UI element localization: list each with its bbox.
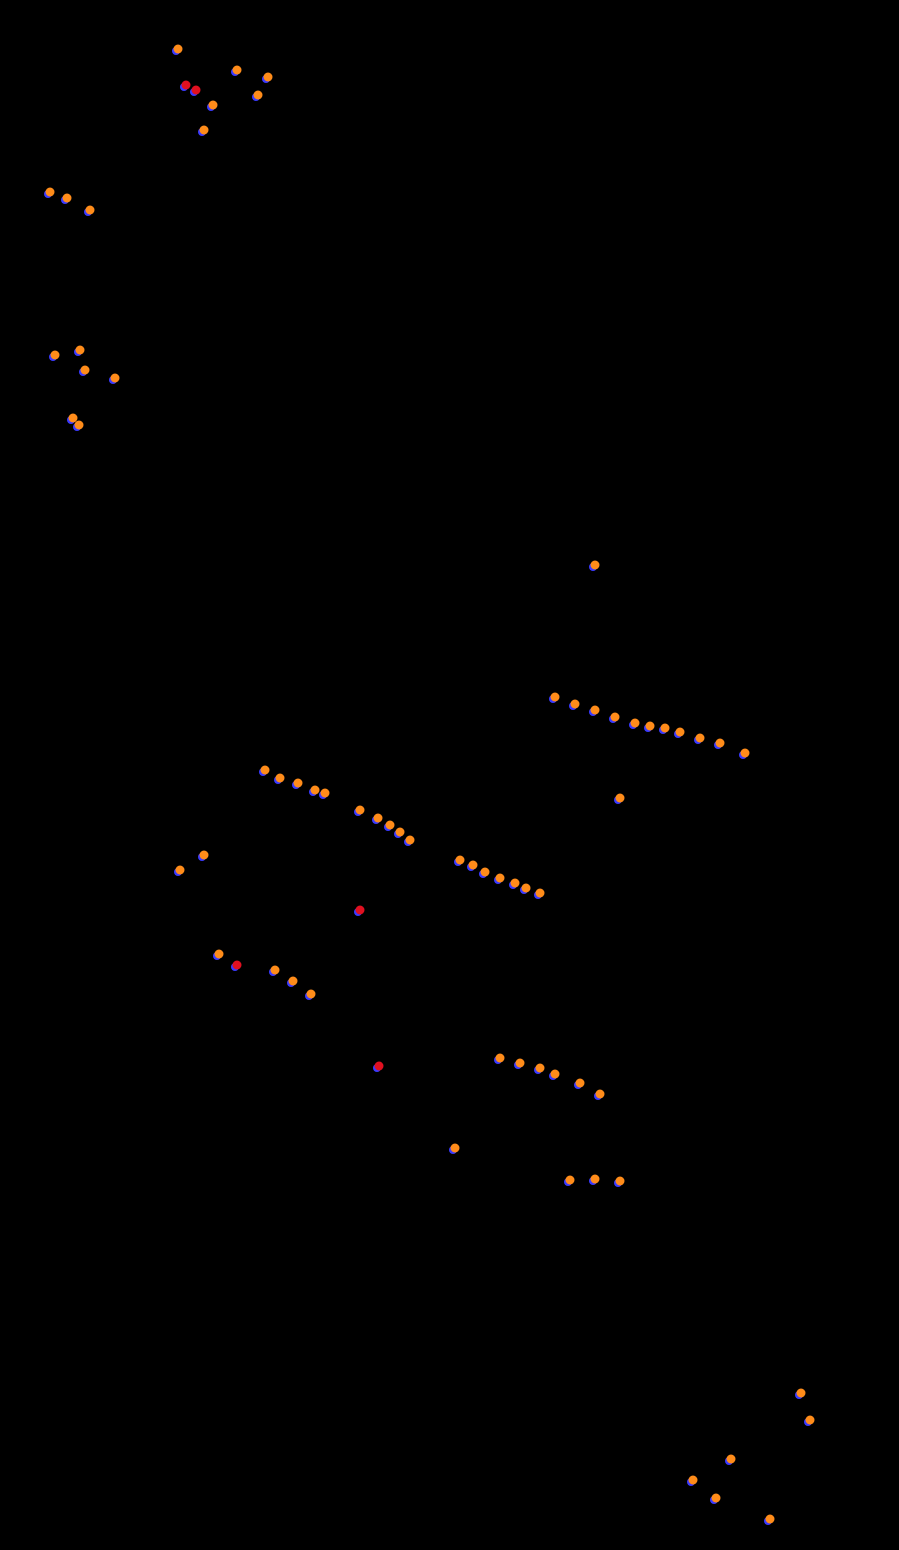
- scatter-point: [69, 414, 78, 423]
- scatter-point: [311, 786, 320, 795]
- scatter-point: [551, 693, 560, 702]
- scatter-point: [676, 728, 685, 737]
- scatter-point: [616, 794, 625, 803]
- scatter-point: [551, 1070, 560, 1079]
- scatter-point: [289, 977, 298, 986]
- scatter-point: [46, 188, 55, 197]
- scatter-point: [712, 1494, 721, 1503]
- scatter-point: [307, 990, 316, 999]
- scatter-point: [766, 1515, 775, 1524]
- scatter-point: [176, 866, 185, 875]
- scatter-point: [646, 722, 655, 731]
- scatter-point: [276, 774, 285, 783]
- scatter-point: [261, 766, 270, 775]
- scatter-point: [591, 1175, 600, 1184]
- scatter-point: [571, 700, 580, 709]
- scatter-point: [451, 1144, 460, 1153]
- scatter-point: [591, 561, 600, 570]
- scatter-point: [696, 734, 705, 743]
- scatter-point: [76, 346, 85, 355]
- scatter-point: [233, 961, 242, 970]
- scatter-point: [596, 1090, 605, 1099]
- scatter-point: [591, 706, 600, 715]
- scatter-point: [271, 966, 280, 975]
- scatter-point: [81, 366, 90, 375]
- scatter-point: [406, 836, 415, 845]
- scatter-point: [522, 884, 531, 893]
- scatter-point: [741, 749, 750, 758]
- scatter-point: [511, 879, 520, 888]
- scatter-point: [86, 206, 95, 215]
- scatter-point: [264, 73, 273, 82]
- plot-background: [0, 0, 899, 1550]
- scatter-point: [63, 194, 72, 203]
- scatter-point: [516, 1059, 525, 1068]
- scatter-point: [727, 1455, 736, 1464]
- scatter-point: [481, 868, 490, 877]
- scatter-point: [375, 1062, 384, 1071]
- scatter-point: [51, 351, 60, 360]
- scatter-point: [111, 374, 120, 383]
- scatter-point: [689, 1476, 698, 1485]
- scatter-point: [616, 1177, 625, 1186]
- scatter-point: [374, 814, 383, 823]
- scatter-point: [174, 45, 183, 54]
- scatter-point: [456, 856, 465, 865]
- scatter-point: [631, 719, 640, 728]
- scatter-point: [496, 874, 505, 883]
- scatter-point: [182, 81, 191, 90]
- scatter-point: [611, 713, 620, 722]
- scatter-plot: [0, 0, 899, 1550]
- scatter-point: [233, 66, 242, 75]
- scatter-point: [469, 861, 478, 870]
- scatter-point: [209, 101, 218, 110]
- scatter-point: [396, 828, 405, 837]
- scatter-point: [200, 126, 209, 135]
- scatter-point: [254, 91, 263, 100]
- scatter-point: [75, 421, 84, 430]
- scatter-point: [294, 779, 303, 788]
- scatter-point: [192, 86, 201, 95]
- scatter-point: [566, 1176, 575, 1185]
- scatter-point: [386, 821, 395, 830]
- scatter-point: [576, 1079, 585, 1088]
- scatter-point: [200, 851, 209, 860]
- scatter-point: [806, 1416, 815, 1425]
- scatter-point: [536, 889, 545, 898]
- scatter-point: [536, 1064, 545, 1073]
- scatter-plot-svg: [0, 0, 899, 1550]
- scatter-point: [797, 1389, 806, 1398]
- scatter-point: [356, 906, 365, 915]
- scatter-point: [215, 950, 224, 959]
- scatter-point: [496, 1054, 505, 1063]
- scatter-point: [716, 739, 725, 748]
- scatter-point: [321, 789, 330, 798]
- scatter-point: [356, 806, 365, 815]
- scatter-point: [661, 724, 670, 733]
